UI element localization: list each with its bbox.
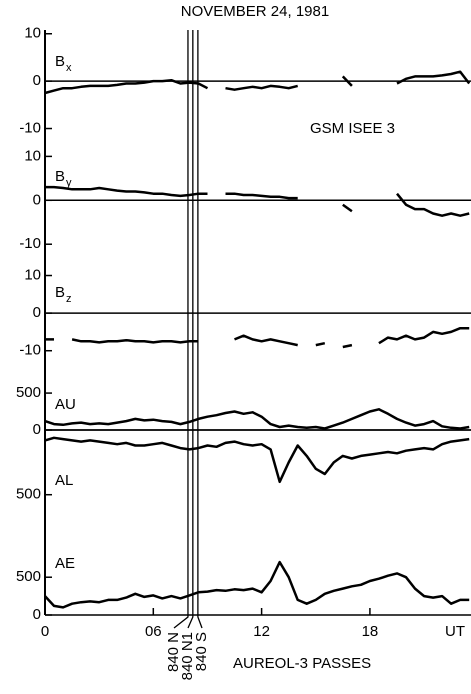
annotation: GSM ISEE 3 bbox=[310, 120, 395, 137]
data-line bbox=[45, 326, 470, 349]
y-tick-label: -10 bbox=[19, 342, 41, 359]
y-tick-label: -10 bbox=[19, 235, 41, 252]
panel-label: AU bbox=[55, 396, 76, 413]
chart-title: NOVEMBER 24, 1981 bbox=[181, 3, 329, 20]
panel-label: B bbox=[55, 53, 65, 70]
panel-label: B bbox=[55, 284, 65, 301]
x-tick-label: 12 bbox=[253, 623, 270, 640]
data-line bbox=[44, 70, 471, 95]
x-tick-label: 0 bbox=[41, 623, 49, 640]
y-tick-label: 500 bbox=[16, 568, 41, 585]
y-tick-label: 0 bbox=[33, 304, 41, 321]
y-tick-label: 10 bbox=[24, 147, 41, 164]
panel-label: B bbox=[55, 168, 65, 185]
panel-label-sub: x bbox=[66, 62, 72, 74]
y-tick-label: 10 bbox=[24, 266, 41, 283]
pass-line bbox=[187, 30, 194, 629]
pass-label: 840 S bbox=[193, 632, 210, 671]
panel-label-sub: z bbox=[66, 293, 72, 305]
panel-label: AL bbox=[55, 472, 73, 489]
annotation: AUREOL-3 PASSES bbox=[233, 655, 371, 672]
x-tick-label: 18 bbox=[362, 623, 379, 640]
data-line bbox=[44, 560, 470, 609]
panel-label: AE bbox=[55, 555, 75, 572]
x-axis-label: UT bbox=[445, 623, 465, 640]
data-line bbox=[44, 436, 470, 484]
y-tick-label: 0 bbox=[33, 421, 41, 438]
y-tick-label: 500 bbox=[16, 384, 41, 401]
y-tick-label: -10 bbox=[19, 119, 41, 136]
y-tick-label: 0 bbox=[33, 606, 41, 623]
data-line bbox=[45, 185, 470, 217]
x-tick-label: 06 bbox=[145, 623, 162, 640]
pass-label: 840 N1 bbox=[179, 632, 196, 680]
y-tick-label: 0 bbox=[33, 72, 41, 89]
data-line bbox=[44, 408, 470, 430]
pass-line bbox=[197, 30, 203, 629]
y-tick-label: 10 bbox=[24, 25, 41, 42]
pass-label: 840 N bbox=[165, 632, 182, 672]
y-tick-label: 0 bbox=[33, 191, 41, 208]
panel-label-sub: y bbox=[66, 177, 72, 189]
y-tick-label: 500 bbox=[16, 486, 41, 503]
pass-line bbox=[173, 30, 189, 629]
